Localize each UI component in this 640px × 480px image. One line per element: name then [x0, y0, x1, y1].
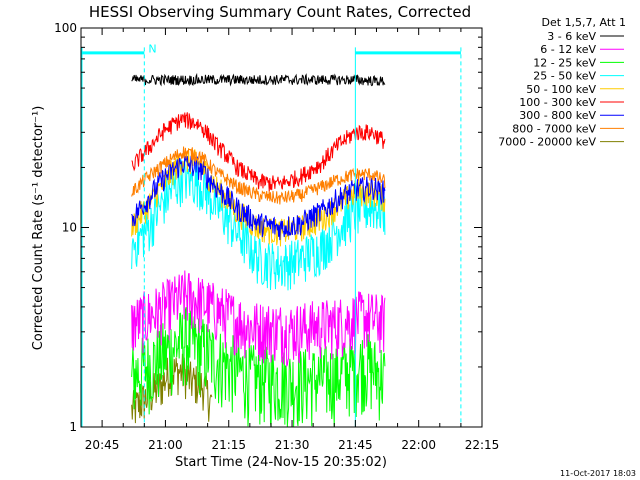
- series-line-5: [131, 112, 386, 192]
- x-tick-label-3: 21:30: [275, 438, 310, 452]
- legend-label-5: 100 - 300 keV: [519, 96, 596, 109]
- x-axis-ticks: 20:45 21:00 21:15 21:30 21:45 22:00 22:15: [80, 28, 500, 452]
- series-line-7: [131, 146, 386, 205]
- legend-label-2: 12 - 25 keV: [533, 56, 596, 69]
- legend-label-4: 50 - 100 keV: [526, 83, 596, 96]
- legend-label-0: 3 - 6 keV: [547, 30, 596, 43]
- x-tick-label-4: 21:45: [338, 438, 373, 452]
- y-tick-label-0: 1: [69, 420, 77, 434]
- legend-label-7: 800 - 7000 keV: [512, 122, 596, 135]
- x-tick-label-1: 21:00: [148, 438, 183, 452]
- legend-label-6: 300 - 800 keV: [519, 109, 596, 122]
- series-line-1: [131, 270, 386, 368]
- legend-title: Det 1,5,7, Att 1: [542, 16, 626, 29]
- x-axis-label: Start Time (24-Nov-15 20:35:02): [175, 455, 387, 470]
- generation-timestamp: 11-Oct-2017 18:03: [560, 469, 636, 478]
- x-tick-label-6: 22:15: [465, 438, 500, 452]
- y-tick-label-2: 100: [54, 21, 77, 35]
- legend-label-8: 7000 - 20000 keV: [498, 136, 596, 149]
- series-line-6: [131, 155, 386, 241]
- series-line-3: [131, 159, 386, 291]
- x-tick-label-0: 20:45: [85, 438, 120, 452]
- y-tick-label-1: 10: [62, 221, 77, 235]
- chart-title: HESSI Observing Summary Count Rates, Cor…: [89, 3, 471, 21]
- series-line-0: [131, 72, 386, 87]
- x-tick-label-5: 22:00: [401, 438, 436, 452]
- annotation-label: N: [148, 42, 156, 55]
- y-axis-label: Corrected Count Rate (s⁻¹ detector⁻¹): [31, 106, 46, 351]
- legend-label-1: 6 - 12 keV: [540, 43, 596, 56]
- series-line-2: [131, 307, 386, 428]
- y-axis-ticks: 1 10 100: [54, 21, 482, 434]
- plot-area: N: [81, 42, 462, 428]
- legend-label-3: 25 - 50 keV: [533, 70, 596, 83]
- x-tick-label-2: 21:15: [211, 438, 246, 452]
